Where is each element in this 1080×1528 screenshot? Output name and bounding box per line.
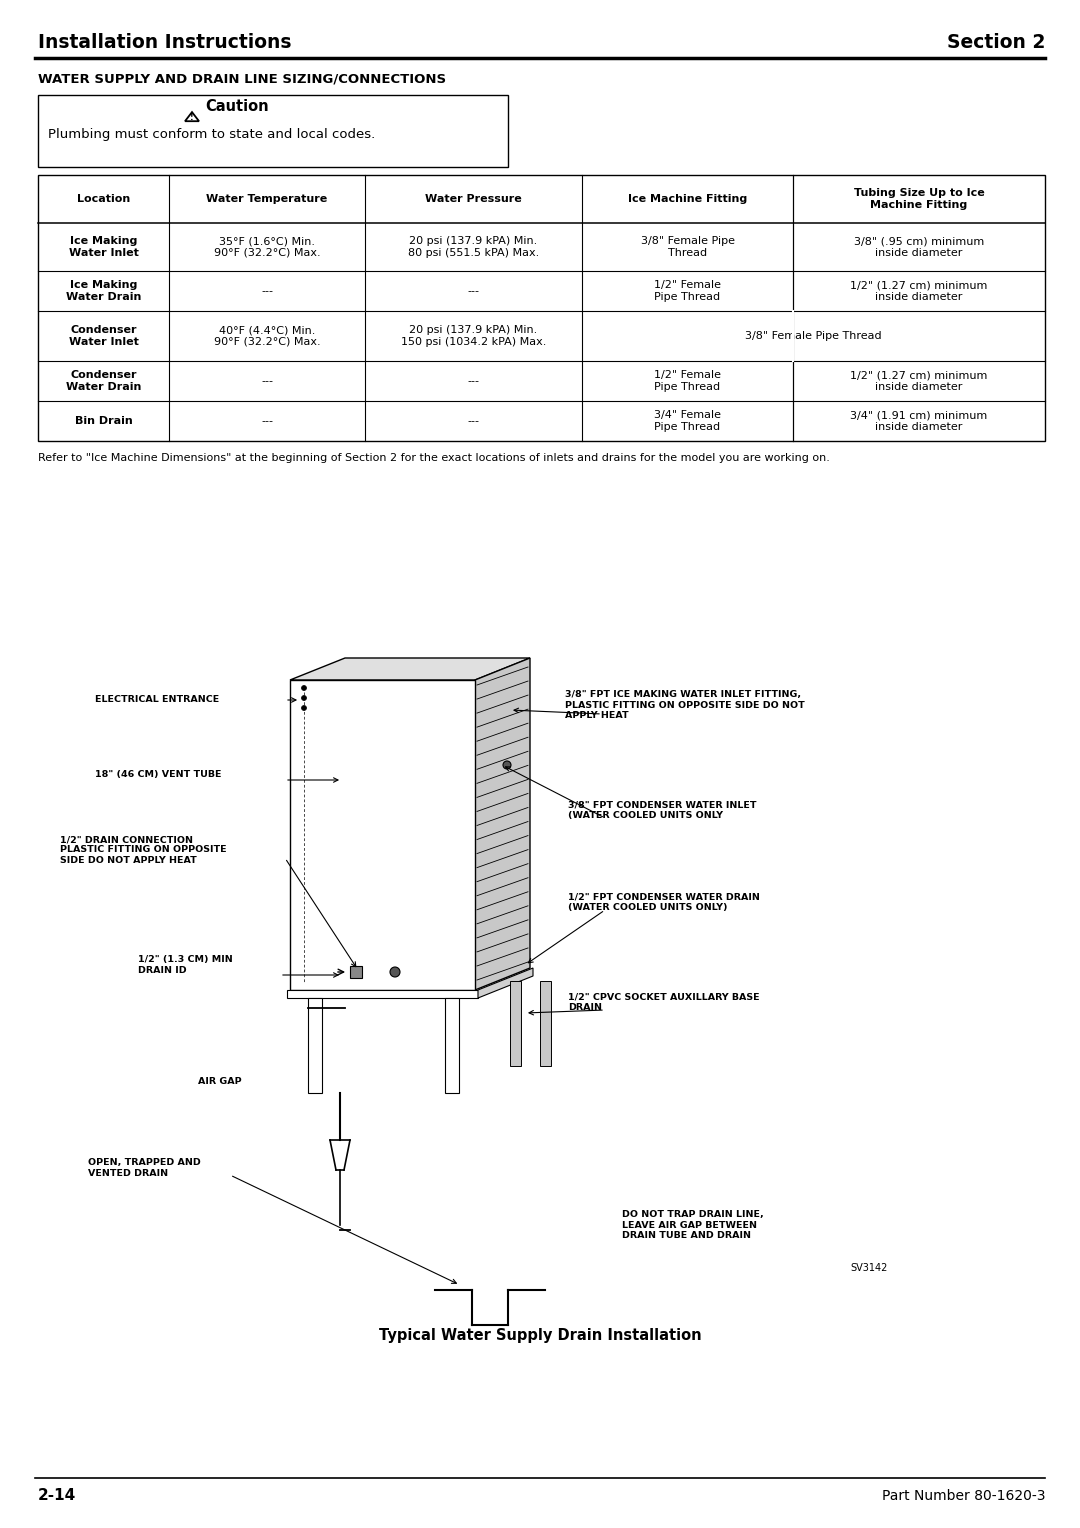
Text: Ice Making
Water Drain: Ice Making Water Drain — [66, 280, 141, 303]
Text: 3/8" (.95 cm) minimum
inside diameter: 3/8" (.95 cm) minimum inside diameter — [854, 237, 984, 258]
Text: 35°F (1.6°C) Min.
90°F (32.2°C) Max.: 35°F (1.6°C) Min. 90°F (32.2°C) Max. — [214, 237, 321, 258]
Text: 1/2" DRAIN CONNECTION
PLASTIC FITTING ON OPPOSITE
SIDE DO NOT APPLY HEAT: 1/2" DRAIN CONNECTION PLASTIC FITTING ON… — [60, 836, 227, 865]
Text: Ice Machine Fitting: Ice Machine Fitting — [627, 194, 747, 205]
Bar — [540, 981, 551, 1067]
Text: 3/8" FPT ICE MAKING WATER INLET FITTING,
PLASTIC FITTING ON OPPOSITE SIDE DO NOT: 3/8" FPT ICE MAKING WATER INLET FITTING,… — [565, 691, 805, 720]
Text: SV3142: SV3142 — [850, 1264, 888, 1273]
Text: Refer to "Ice Machine Dimensions" at the beginning of Section 2 for the exact lo: Refer to "Ice Machine Dimensions" at the… — [38, 452, 829, 463]
Text: 2-14: 2-14 — [38, 1488, 77, 1504]
Text: 1/2" Female
Pipe Thread: 1/2" Female Pipe Thread — [654, 280, 721, 303]
Text: ---: --- — [468, 286, 480, 296]
Bar — [38, 95, 508, 167]
Circle shape — [503, 761, 511, 769]
Text: 1/2" FPT CONDENSER WATER DRAIN
(WATER COOLED UNITS ONLY): 1/2" FPT CONDENSER WATER DRAIN (WATER CO… — [568, 892, 760, 912]
Text: Ice Making
Water Inlet: Ice Making Water Inlet — [68, 237, 138, 258]
Text: Tubing Size Up to Ice
Machine Fitting: Tubing Size Up to Ice Machine Fitting — [854, 188, 985, 209]
Text: ---: --- — [468, 416, 480, 426]
Text: 3/8" FPT CONDENSER WATER INLET
(WATER COOLED UNITS ONLY: 3/8" FPT CONDENSER WATER INLET (WATER CO… — [568, 801, 756, 819]
Text: Water Temperature: Water Temperature — [206, 194, 327, 205]
Text: ---: --- — [261, 376, 273, 387]
Text: ---: --- — [261, 416, 273, 426]
Text: ---: --- — [261, 286, 273, 296]
Text: 18" (46 CM) VENT TUBE: 18" (46 CM) VENT TUBE — [95, 770, 221, 779]
Text: 20 psi (137.9 kPA) Min.
150 psi (1034.2 kPA) Max.: 20 psi (137.9 kPA) Min. 150 psi (1034.2 … — [401, 325, 546, 347]
Text: 1/2" Female
Pipe Thread: 1/2" Female Pipe Thread — [654, 370, 721, 391]
Text: 3/4" Female
Pipe Thread: 3/4" Female Pipe Thread — [654, 410, 721, 432]
Bar — [510, 981, 521, 1067]
Bar — [38, 176, 1045, 442]
Text: Plumbing must conform to state and local codes.: Plumbing must conform to state and local… — [48, 128, 375, 141]
Text: Typical Water Supply Drain Installation: Typical Water Supply Drain Installation — [379, 1328, 701, 1343]
Text: Installation Instructions: Installation Instructions — [38, 34, 292, 52]
Text: 20 psi (137.9 kPA) Min.
80 psi (551.5 kPA) Max.: 20 psi (137.9 kPA) Min. 80 psi (551.5 kP… — [408, 237, 539, 258]
Circle shape — [301, 706, 307, 711]
Text: Caution: Caution — [205, 99, 269, 115]
Circle shape — [301, 695, 307, 700]
Text: ---: --- — [468, 376, 480, 387]
Text: 40°F (4.4°C) Min.
90°F (32.2°C) Max.: 40°F (4.4°C) Min. 90°F (32.2°C) Max. — [214, 325, 321, 347]
Bar — [350, 966, 362, 978]
Text: 1/2" (1.3 CM) MIN
DRAIN ID: 1/2" (1.3 CM) MIN DRAIN ID — [138, 955, 233, 975]
Polygon shape — [291, 659, 530, 680]
Polygon shape — [475, 659, 530, 990]
Text: 3/4" (1.91 cm) minimum
inside diameter: 3/4" (1.91 cm) minimum inside diameter — [851, 410, 988, 432]
Text: 1/2" (1.27 cm) minimum
inside diameter: 1/2" (1.27 cm) minimum inside diameter — [850, 280, 988, 303]
Text: DO NOT TRAP DRAIN LINE,
LEAVE AIR GAP BETWEEN
DRAIN TUBE AND DRAIN: DO NOT TRAP DRAIN LINE, LEAVE AIR GAP BE… — [622, 1210, 764, 1239]
Text: 3/8" Female Pipe Thread: 3/8" Female Pipe Thread — [745, 332, 881, 341]
Text: !: ! — [190, 113, 193, 122]
Bar — [287, 990, 478, 998]
Text: Part Number 80-1620-3: Part Number 80-1620-3 — [881, 1488, 1045, 1504]
Bar — [445, 998, 459, 1093]
Text: Condenser
Water Drain: Condenser Water Drain — [66, 370, 141, 391]
Text: AIR GAP: AIR GAP — [198, 1077, 242, 1086]
Text: OPEN, TRAPPED AND
VENTED DRAIN: OPEN, TRAPPED AND VENTED DRAIN — [87, 1158, 201, 1178]
Text: 3/8" Female Pipe
Thread: 3/8" Female Pipe Thread — [640, 237, 734, 258]
Text: Section 2: Section 2 — [947, 34, 1045, 52]
Text: ELECTRICAL ENTRANCE: ELECTRICAL ENTRANCE — [95, 695, 219, 704]
Text: Location: Location — [77, 194, 130, 205]
Text: WATER SUPPLY AND DRAIN LINE SIZING/CONNECTIONS: WATER SUPPLY AND DRAIN LINE SIZING/CONNE… — [38, 73, 446, 86]
Circle shape — [390, 967, 400, 976]
Circle shape — [301, 686, 307, 691]
Text: 1/2" (1.27 cm) minimum
inside diameter: 1/2" (1.27 cm) minimum inside diameter — [850, 370, 988, 391]
Bar — [308, 998, 322, 1093]
Polygon shape — [478, 969, 534, 998]
Text: Condenser
Water Inlet: Condenser Water Inlet — [68, 325, 138, 347]
Text: Water Pressure: Water Pressure — [426, 194, 522, 205]
Text: 1/2" CPVC SOCKET AUXILLARY BASE
DRAIN: 1/2" CPVC SOCKET AUXILLARY BASE DRAIN — [568, 992, 759, 1012]
Text: Bin Drain: Bin Drain — [75, 416, 133, 426]
Bar — [291, 680, 475, 990]
